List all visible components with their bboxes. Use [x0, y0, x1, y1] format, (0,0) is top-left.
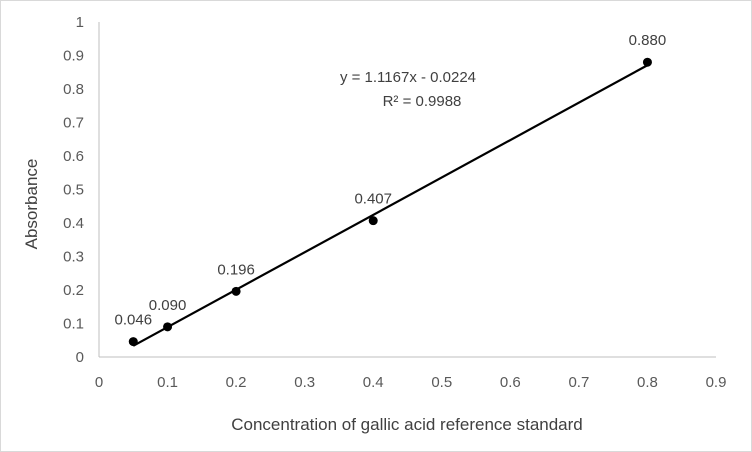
trendline	[132, 64, 648, 347]
data-point	[231, 286, 241, 296]
x-tick-labels: 0 0.1 0.2 0.3 0.4 0.5 0.6 0.7 0.8 0.9	[95, 374, 727, 391]
x-tick-label: 0.8	[637, 374, 658, 391]
data-point	[163, 322, 173, 332]
y-tick-label: 0	[76, 349, 84, 366]
x-tick-label: 0.1	[157, 374, 178, 391]
data-label: 0.090	[149, 297, 187, 314]
x-tick-label: 0.7	[568, 374, 589, 391]
data-label: 0.046	[115, 312, 153, 329]
y-tick-label: 0.8	[63, 81, 84, 98]
x-tick-label: 0.4	[363, 374, 384, 391]
x-tick-label: 0.6	[500, 374, 521, 391]
y-tick-label: 1	[76, 14, 84, 31]
y-tick-label: 0.2	[63, 282, 84, 299]
x-tick-label: 0.3	[294, 374, 315, 391]
x-tick-label: 0.2	[226, 374, 247, 391]
y-tick-label: 0.6	[63, 148, 84, 165]
y-tick-label: 0.7	[63, 115, 84, 132]
y-tick-label: 0.3	[63, 249, 84, 266]
trendline-group	[132, 64, 648, 347]
y-tick-labels: 0 0.1 0.2 0.3 0.4 0.5 0.6 0.7 0.8 0.9 1	[63, 14, 84, 366]
data-point	[642, 57, 652, 67]
y-axis-title: Absorbance	[22, 159, 41, 250]
y-tick-label: 0.1	[63, 316, 84, 333]
y-tick-label: 0.9	[63, 48, 84, 65]
data-label: 0.196	[217, 261, 255, 278]
data-point	[368, 216, 378, 226]
y-tick-label: 0.4	[63, 215, 84, 232]
x-tick-label: 0	[95, 374, 103, 391]
data-point	[128, 337, 138, 347]
trendline-equation: y = 1.1167x - 0.0224	[340, 69, 476, 86]
x-axis-title: Concentration of gallic acid reference s…	[231, 415, 583, 434]
data-label: 0.880	[629, 32, 667, 49]
data-label: 0.407	[354, 191, 392, 208]
axes	[98, 22, 716, 358]
data-points	[128, 57, 652, 347]
y-tick-label: 0.5	[63, 182, 84, 199]
x-tick-label: 0.5	[431, 374, 452, 391]
trendline-r-squared: R² = 0.9988	[383, 93, 462, 110]
x-tick-label: 0.9	[706, 374, 727, 391]
